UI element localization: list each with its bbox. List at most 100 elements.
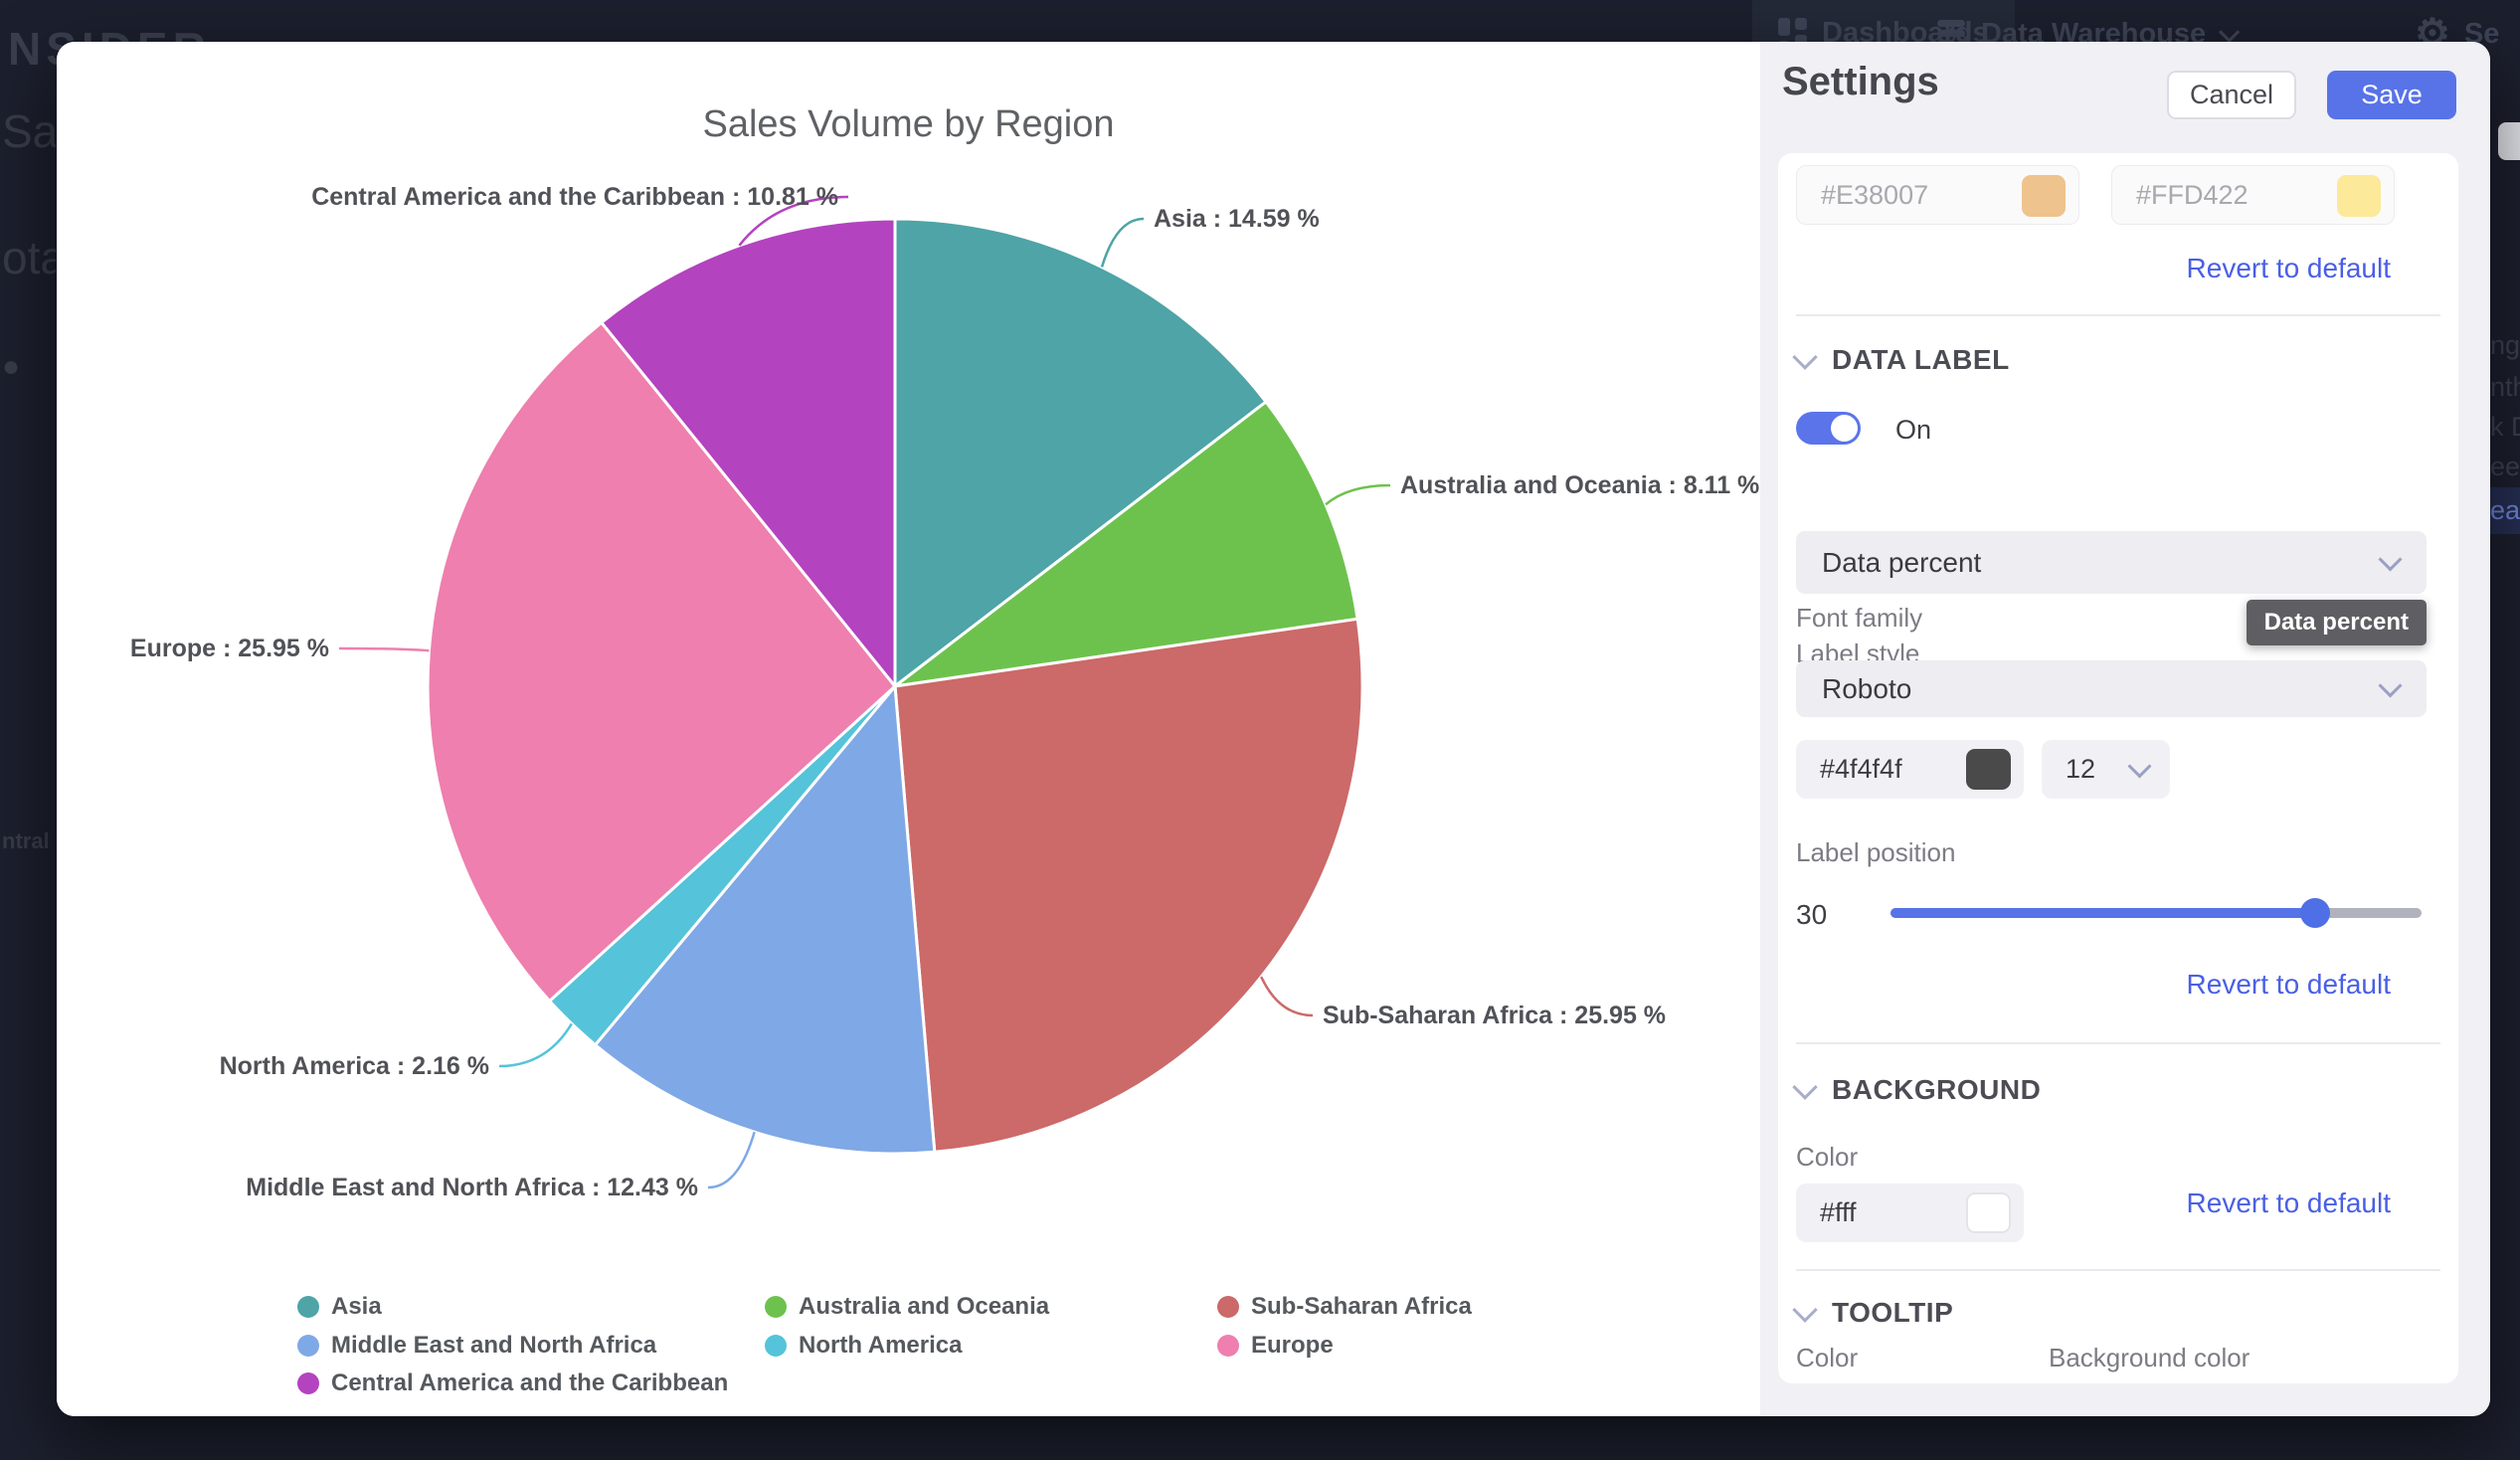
legend-label: Sub-Saharan Africa xyxy=(1251,1293,1472,1320)
revert-background-link[interactable]: Revert to default xyxy=(2186,1187,2391,1218)
font-family-label: Font family xyxy=(1796,603,1923,633)
settings-modal: Sales Volume by Region Asia : 14.59 % Aus… xyxy=(57,42,2490,1416)
settings-card: #E38007 #FFD422 Revert to default DATA L… xyxy=(1778,153,2458,1383)
label-style-value: Data percent xyxy=(1822,546,1982,578)
revert-data-label-link[interactable]: Revert to default xyxy=(2186,969,2391,1000)
legend-label: Australia and Oceania xyxy=(799,1293,1050,1320)
chevron-down-icon xyxy=(2127,753,2152,779)
background-color-value: #fff xyxy=(1820,1197,1857,1227)
label-style-dropdown[interactable]: Data percent xyxy=(1796,531,2427,594)
legend-marker xyxy=(765,1335,787,1357)
toggle-knob xyxy=(1831,415,1858,442)
chart-panel: Sales Volume by Region Asia : 14.59 % Aus… xyxy=(57,42,1760,1416)
save-button[interactable]: Save xyxy=(2327,71,2456,119)
legend-item-europe[interactable]: Europe xyxy=(1217,1330,1334,1362)
background-section-header[interactable]: BACKGROUND xyxy=(1792,1074,2042,1106)
pie-label-line xyxy=(1325,483,1391,506)
legend-item-north-america[interactable]: North America xyxy=(765,1330,962,1362)
legend-label: North America xyxy=(799,1332,963,1359)
font-color-input[interactable]: #4f4f4f xyxy=(1796,740,2024,799)
background-color-swatch[interactable] xyxy=(1966,1192,2011,1233)
data-label-toggle[interactable] xyxy=(1796,412,1861,445)
cancel-button[interactable]: Cancel xyxy=(2167,71,2296,119)
pie-label-line xyxy=(338,646,430,652)
occluded-button-fragment xyxy=(2498,122,2520,160)
pie-slice-sub-saharan-africa[interactable] xyxy=(893,617,1364,1154)
legend-item-asia[interactable]: Asia xyxy=(297,1291,382,1323)
settings-panel: Settings Cancel Save #E38007 #FFD422 Rev… xyxy=(1760,42,2490,1416)
left-fragment-text: ● xyxy=(2,350,21,383)
pie-slice-middle-east-and-north-africa[interactable] xyxy=(593,682,937,1156)
font-family-dropdown[interactable]: Roboto xyxy=(1796,660,2427,717)
pie-slice-label: North America : 2.16 % xyxy=(220,1052,489,1080)
chevron-down-icon xyxy=(2378,546,2403,572)
font-color-swatch[interactable] xyxy=(1966,749,2011,790)
series-color-swatch-1[interactable] xyxy=(2022,175,2066,217)
tooltip-section-header[interactable]: TOOLTIP xyxy=(1792,1297,1954,1329)
pie-label-line xyxy=(1260,976,1314,1017)
chevron-down-icon xyxy=(1792,344,1818,370)
section-divider xyxy=(1796,1042,2440,1044)
left-fragment-text: ota xyxy=(2,232,56,283)
pie-slice-label: Europe : 25.95 % xyxy=(130,635,329,662)
series-color-input-2[interactable]: #FFD422 xyxy=(2111,165,2395,225)
pie-slice-label: Asia : 14.59 % xyxy=(1154,205,1320,233)
series-color-value-1: #E38007 xyxy=(1821,179,1929,210)
series-color-swatch-2[interactable] xyxy=(2337,175,2381,217)
pie-slice-label: Sub-Saharan Africa : 25.95 % xyxy=(1323,1002,1666,1029)
toggle-state-label: On xyxy=(1895,415,1932,445)
label-position-slider[interactable] xyxy=(1890,895,2422,931)
pie-label-line xyxy=(498,1022,573,1068)
chevron-down-icon xyxy=(2378,672,2403,698)
pie-chart: Asia : 14.59 % Australia and Oceania : 8.… xyxy=(130,183,1759,1201)
legend-item-australia-and-oceania[interactable]: Australia and Oceania xyxy=(765,1291,1049,1323)
background-color-input[interactable]: #fff xyxy=(1796,1184,2024,1242)
left-fragment-text: ntral xyxy=(2,828,50,853)
pie-slice-asia[interactable] xyxy=(893,217,1269,690)
slider-fill xyxy=(1890,908,2316,918)
tooltip-heading: TOOLTIP xyxy=(1832,1297,1954,1328)
legend-marker xyxy=(297,1372,319,1394)
section-divider xyxy=(1796,1269,2440,1271)
label-style-tooltip: Data percent xyxy=(2246,600,2427,645)
data-label-section-header[interactable]: DATA LABEL xyxy=(1792,344,2010,376)
legend-label: Central America and the Caribbean xyxy=(331,1369,729,1396)
slider-thumb[interactable] xyxy=(2300,898,2331,928)
pie-slice-central-america-and-the-caribbean[interactable] xyxy=(599,217,897,691)
right-menu-fragment: eek xyxy=(2490,452,2520,481)
legend-item-sub-saharan-africa[interactable]: Sub-Saharan Africa xyxy=(1217,1291,1472,1323)
pie-label-line xyxy=(738,195,849,247)
right-menu-fragment: k D xyxy=(2490,412,2520,442)
data-label-heading: DATA LABEL xyxy=(1832,344,2010,375)
font-size-dropdown[interactable]: 12 xyxy=(2042,740,2170,799)
right-menu-fragment: nge xyxy=(2490,330,2520,360)
left-fragment-text: Sal xyxy=(2,105,56,157)
legend-marker xyxy=(1217,1296,1239,1318)
tooltip-color-label: Color xyxy=(1796,1343,1859,1372)
chevron-down-icon xyxy=(1792,1297,1818,1323)
tooltip-background-color-label: Background color xyxy=(2049,1343,2250,1372)
legend-label: Europe xyxy=(1251,1332,1334,1359)
chevron-down-icon xyxy=(2219,21,2241,43)
background-heading: BACKGROUND xyxy=(1832,1074,2042,1105)
legend-item-middle-east-and-north-africa[interactable]: Middle East and North Africa xyxy=(297,1330,656,1362)
legend-marker xyxy=(1217,1335,1239,1357)
font-family-value: Roboto xyxy=(1822,672,1912,704)
revert-colors-link[interactable]: Revert to default xyxy=(2186,253,2391,283)
background-color-label: Color xyxy=(1796,1142,1859,1172)
section-divider xyxy=(1796,314,2440,316)
font-color-value: #4f4f4f xyxy=(1820,754,1902,784)
pie-label-line xyxy=(1100,217,1145,268)
panel-title: Settings xyxy=(1782,60,1939,103)
chart-title: Sales Volume by Region xyxy=(702,103,1115,145)
series-color-input-1[interactable]: #E38007 xyxy=(1796,165,2079,225)
pie-slice-europe[interactable] xyxy=(426,320,898,1004)
font-size-value: 12 xyxy=(2066,754,2096,784)
legend-label: Asia xyxy=(331,1293,382,1320)
legend-item-central-america-and-the-caribbean[interactable]: Central America and the Caribbean xyxy=(297,1368,728,1399)
series-color-value-2: #FFD422 xyxy=(2136,179,2249,210)
label-position-label: Label position xyxy=(1796,837,1956,867)
legend-label: Middle East and North Africa xyxy=(331,1332,657,1359)
right-menu-fragment: ear xyxy=(2486,487,2520,534)
